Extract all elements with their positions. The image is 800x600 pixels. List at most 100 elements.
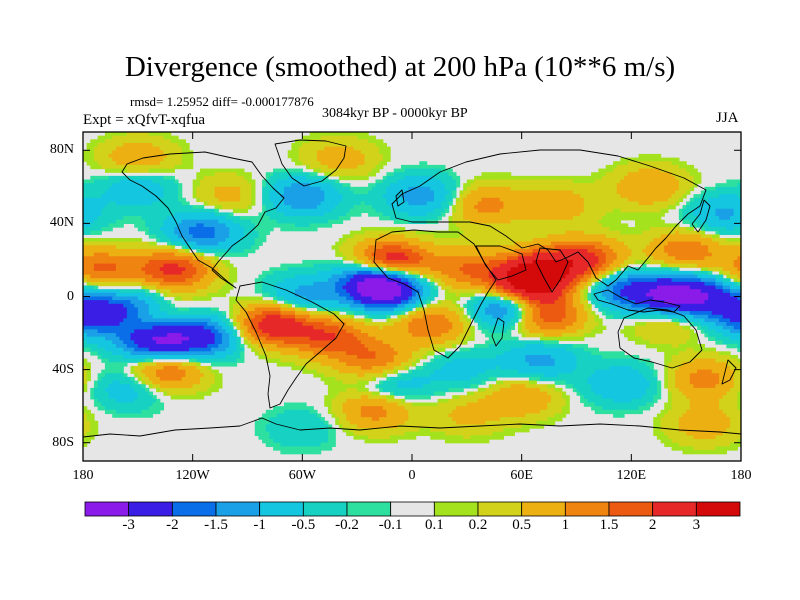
field-cell bbox=[291, 197, 296, 203]
field-cell bbox=[678, 208, 684, 214]
field-cell bbox=[90, 175, 95, 181]
field-cell bbox=[214, 245, 219, 250]
field-cell bbox=[313, 205, 318, 210]
field-cell bbox=[634, 219, 640, 224]
field-cell bbox=[503, 197, 508, 203]
field-cell bbox=[664, 259, 669, 265]
field-cell bbox=[141, 190, 146, 195]
field-cell bbox=[174, 197, 179, 203]
field-cell bbox=[189, 219, 194, 224]
field-cell bbox=[671, 168, 676, 173]
field-cell bbox=[656, 197, 662, 203]
field-cell bbox=[221, 172, 227, 177]
field-cell bbox=[357, 263, 362, 268]
field-cell bbox=[298, 197, 303, 203]
field-cell bbox=[210, 223, 216, 228]
field-cell bbox=[232, 230, 238, 235]
field-cell bbox=[349, 234, 355, 239]
field-cell bbox=[137, 219, 143, 224]
field-cell bbox=[178, 227, 183, 232]
field-cell bbox=[730, 216, 735, 221]
field-cell bbox=[353, 194, 358, 199]
field-cell bbox=[507, 216, 512, 221]
field-cell bbox=[313, 194, 318, 199]
field-cell bbox=[539, 238, 545, 243]
field-cell bbox=[664, 234, 669, 239]
field-cell bbox=[620, 241, 625, 246]
field-cell bbox=[174, 259, 179, 265]
field-cell bbox=[631, 227, 636, 232]
field-cell bbox=[240, 223, 245, 228]
field-cell bbox=[649, 161, 654, 166]
field-cell bbox=[722, 252, 727, 257]
field-cell bbox=[433, 263, 439, 268]
field-cell bbox=[408, 259, 413, 265]
field-cell bbox=[715, 197, 720, 203]
field-cell bbox=[178, 234, 183, 239]
field-cell bbox=[276, 194, 281, 199]
field-cell bbox=[90, 139, 95, 144]
field-cell bbox=[346, 135, 351, 140]
field-cell bbox=[543, 238, 548, 243]
field-cell bbox=[492, 183, 497, 188]
field-cell bbox=[726, 227, 731, 232]
field-cell bbox=[327, 179, 333, 184]
field-cell bbox=[196, 227, 201, 232]
field-cell bbox=[331, 208, 336, 214]
field-cell bbox=[627, 194, 632, 199]
field-cell bbox=[466, 208, 472, 214]
field-cell bbox=[229, 194, 234, 199]
field-cell bbox=[609, 164, 614, 170]
field-cell bbox=[375, 267, 380, 272]
field-cell bbox=[225, 190, 230, 195]
field-cell bbox=[415, 179, 420, 184]
field-cell bbox=[613, 219, 618, 224]
field-cell bbox=[123, 270, 128, 276]
field-cell bbox=[207, 201, 212, 206]
field-cell bbox=[335, 150, 340, 155]
field-cell bbox=[203, 238, 208, 243]
field-cell bbox=[174, 267, 179, 272]
field-cell bbox=[671, 190, 676, 195]
field-cell bbox=[189, 153, 194, 159]
field-cell bbox=[616, 194, 621, 199]
field-cell bbox=[313, 267, 318, 272]
field-cell bbox=[481, 248, 486, 254]
field-cell bbox=[466, 245, 472, 250]
field-cell bbox=[401, 190, 406, 195]
field-cell bbox=[338, 132, 344, 137]
field-cell bbox=[558, 252, 563, 257]
field-cell bbox=[298, 212, 303, 217]
field-cell bbox=[364, 234, 369, 239]
field-cell bbox=[587, 256, 592, 261]
field-cell bbox=[634, 164, 640, 170]
field-cell bbox=[488, 263, 494, 268]
field-cell bbox=[97, 252, 102, 257]
field-cell bbox=[426, 175, 431, 181]
field-cell bbox=[353, 248, 358, 254]
field-cell bbox=[583, 267, 589, 272]
field-cell bbox=[678, 216, 684, 221]
field-cell bbox=[335, 201, 340, 206]
field-cell bbox=[711, 252, 717, 257]
field-cell bbox=[313, 153, 318, 159]
field-cell bbox=[386, 263, 391, 268]
field-cell bbox=[609, 256, 614, 261]
field-cell bbox=[119, 183, 124, 188]
field-cell bbox=[379, 190, 384, 195]
field-cell bbox=[499, 175, 504, 181]
field-cell bbox=[298, 142, 303, 148]
field-cell bbox=[459, 248, 464, 254]
field-cell bbox=[503, 248, 508, 254]
field-cell bbox=[375, 161, 380, 166]
field-cell bbox=[357, 135, 362, 140]
field-cell bbox=[199, 172, 205, 177]
field-cell bbox=[678, 252, 684, 257]
field-cell bbox=[104, 183, 110, 188]
field-cell bbox=[338, 183, 344, 188]
field-cell bbox=[386, 172, 391, 177]
field-cell bbox=[474, 179, 479, 184]
field-cell bbox=[108, 161, 113, 166]
field-cell bbox=[349, 230, 355, 235]
field-cell bbox=[346, 175, 351, 181]
